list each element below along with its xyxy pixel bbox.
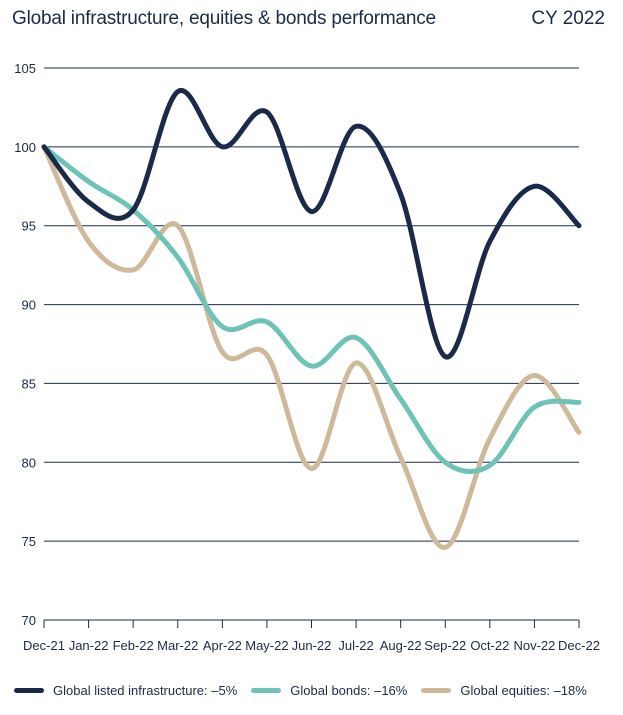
y-tick-label: 70 [22,613,36,628]
x-tick-label: Jul-22 [338,638,373,653]
series-line-infrastructure [41,88,582,360]
x-tick-label: Jan-22 [69,638,109,653]
legend-item-infrastructure: Global listed infrastructure: –5% [14,683,237,698]
y-tick-label: 80 [22,455,36,470]
y-tick-label: 100 [14,140,36,155]
series-lines [41,88,582,550]
x-tick-label: Mar-22 [157,638,198,653]
legend-swatch [251,688,282,693]
x-tick-label: Dec-22 [558,638,600,653]
x-tick-label: Sep-22 [424,638,466,653]
x-tick-label: Dec-21 [23,638,65,653]
chart-legend: Global listed infrastructure: –5% Global… [14,683,601,698]
legend-item-bonds: Global bonds: –16% [251,683,407,698]
legend-swatch [421,688,452,693]
legend-swatch [14,688,44,693]
y-tick-label: 95 [22,219,36,234]
y-axis-ticks: 70 75 80 85 90 95 100 105 [14,61,36,628]
series-line-equities [41,144,582,550]
period-badge: CY 2022 [531,8,605,29]
x-tick-label: Feb-22 [113,638,154,653]
x-axis-ticks: Dec-21 Jan-22 Feb-22 Mar-22 Apr-22 May-22 Jun-… [23,620,600,653]
legend-label: Global listed infrastructure: –5% [53,683,238,698]
y-tick-label: 85 [22,376,36,391]
y-tick-label: 75 [22,534,36,549]
x-tick-label: Apr-22 [203,638,242,653]
x-tick-label: Oct-22 [470,638,509,653]
x-tick-label: Nov-22 [513,638,555,653]
legend-label: Global bonds: –16% [290,683,408,698]
chart-title: Global infrastructure, equities & bonds … [12,8,436,29]
y-tick-label: 90 [22,298,36,313]
x-tick-label: Aug-22 [380,638,422,653]
x-tick-label: Jun-22 [292,638,332,653]
x-tick-label: May-22 [245,638,288,653]
y-tick-label: 105 [14,61,36,76]
legend-item-equities: Global equities: –18% [421,683,587,698]
legend-label: Global equities: –18% [460,683,587,698]
grid-lines [44,67,579,621]
